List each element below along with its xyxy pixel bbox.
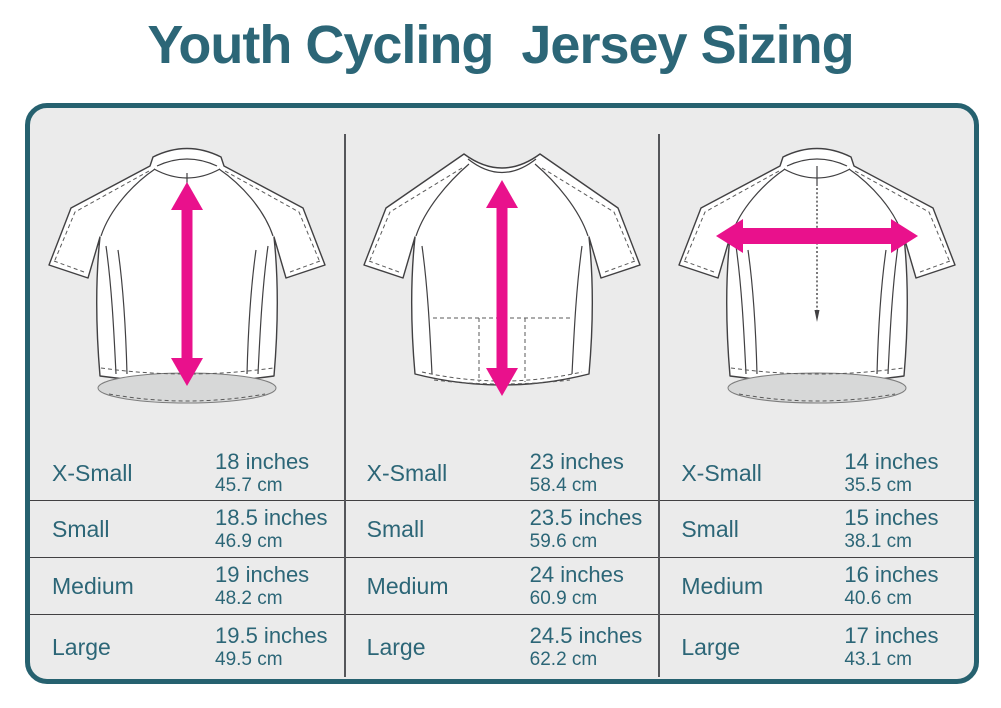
size-value: 17 inches 43.1 cm xyxy=(844,623,938,670)
inches-value: 23.5 inches xyxy=(529,505,643,531)
jersey-back-diagram xyxy=(345,108,660,446)
cm-value: 38.1 cm xyxy=(844,530,912,552)
inches-value: 24.5 inches xyxy=(529,623,643,649)
cm-value: 35.5 cm xyxy=(844,474,912,496)
size-value: 18 inches 45.7 cm xyxy=(215,449,309,496)
size-label: X-Small xyxy=(52,459,133,486)
size-value: 16 inches 40.6 cm xyxy=(844,562,938,609)
inches-value: 19.5 inches xyxy=(215,623,328,649)
table-row: X-Small 18 inches 45.7 cm xyxy=(30,446,345,500)
size-value: 15 inches 38.1 cm xyxy=(844,505,938,552)
size-table-chest-width: X-Small 14 inches 35.5 cm Small 15 inche… xyxy=(659,446,975,679)
page-title: Youth Cycling Jersey Sizing xyxy=(147,15,854,75)
jersey-front-zip-illustration xyxy=(677,147,956,404)
back-length-arrow-icon xyxy=(486,180,518,396)
table-row: X-Small 14 inches 35.5 cm xyxy=(659,446,974,500)
size-label: Medium xyxy=(52,572,134,599)
cm-value: 45.7 cm xyxy=(215,474,283,496)
jersey-hem-inside xyxy=(727,372,907,404)
table-row: Medium 24 inches 60.9 cm xyxy=(344,557,660,614)
table-row: Large 17 inches 43.1 cm xyxy=(659,614,975,679)
cm-value: 48.2 cm xyxy=(215,587,283,609)
inches-value: 14 inches xyxy=(844,449,939,475)
table-row: Large 19.5 inches 49.5 cm xyxy=(30,614,345,679)
size-value: 19 inches 48.2 cm xyxy=(215,562,309,609)
inches-value: 23 inches xyxy=(529,449,624,475)
size-value: 23 inches 58.4 cm xyxy=(530,449,624,496)
table-row: Small 15 inches 38.1 cm xyxy=(659,500,975,557)
jersey-front-illustration xyxy=(48,147,327,404)
cm-value: 62.2 cm xyxy=(529,648,598,670)
front-length-arrow-icon xyxy=(171,182,204,386)
size-table-back-length: X-Small 23 inches 58.4 cm Small 23.5 inc… xyxy=(344,446,660,679)
inches-value: 16 inches xyxy=(844,562,939,588)
back-pockets xyxy=(433,317,571,385)
inches-value: 18 inches xyxy=(215,449,310,475)
cm-value: 46.9 cm xyxy=(215,530,283,552)
inches-value: 24 inches xyxy=(529,562,624,588)
size-label: Large xyxy=(52,633,111,660)
size-label: Small xyxy=(681,515,739,542)
size-label: Large xyxy=(681,633,741,660)
cm-value: 43.1 cm xyxy=(844,648,912,670)
size-value: 24 inches 60.9 cm xyxy=(530,562,624,609)
table-row: Small 23.5 inches 59.6 cm xyxy=(344,500,660,557)
table-row: Medium 16 inches 40.6 cm xyxy=(659,557,975,614)
jersey-front-zip-diagram xyxy=(659,108,974,446)
table-row: Medium 19 inches 48.2 cm xyxy=(30,557,345,614)
size-label: Small xyxy=(366,515,425,542)
chest-width-arrow-icon xyxy=(715,219,918,253)
cm-value: 49.5 cm xyxy=(215,648,283,670)
column-back-length: X-Small 23 inches 58.4 cm Small 23.5 inc… xyxy=(343,108,660,679)
zipper-icon xyxy=(814,188,820,322)
table-row: X-Small 23 inches 58.4 cm xyxy=(345,446,660,500)
size-label: X-Small xyxy=(366,459,448,486)
column-front-length: X-Small 18 inches 45.7 cm Small 18.5 inc… xyxy=(30,108,345,679)
size-label: Small xyxy=(52,515,110,542)
size-value: 18.5 inches 46.9 cm xyxy=(215,505,328,552)
column-chest-width: X-Small 14 inches 35.5 cm Small 15 inche… xyxy=(658,108,975,679)
jersey-back-illustration xyxy=(363,153,641,396)
sizing-panel: X-Small 18 inches 45.7 cm Small 18.5 inc… xyxy=(25,103,979,684)
cm-value: 59.6 cm xyxy=(529,530,598,552)
size-value: 19.5 inches 49.5 cm xyxy=(215,623,328,670)
inches-value: 17 inches xyxy=(844,623,939,649)
jersey-front-diagram xyxy=(30,108,345,446)
inches-value: 18.5 inches xyxy=(215,505,328,531)
size-label: Medium xyxy=(366,572,449,599)
table-row: Small 18.5 inches 46.9 cm xyxy=(30,500,345,557)
cm-value: 58.4 cm xyxy=(529,474,598,496)
inches-value: 15 inches xyxy=(844,505,939,531)
size-value: 24.5 inches 62.2 cm xyxy=(530,623,643,670)
size-label: Medium xyxy=(681,572,764,599)
inches-value: 19 inches xyxy=(215,562,310,588)
cm-value: 60.9 cm xyxy=(529,587,598,609)
size-label: X-Small xyxy=(681,459,762,486)
size-value: 14 inches 35.5 cm xyxy=(844,449,938,496)
size-table-front-length: X-Small 18 inches 45.7 cm Small 18.5 inc… xyxy=(30,446,345,679)
table-row: Large 24.5 inches 62.2 cm xyxy=(344,614,660,679)
size-value: 23.5 inches 59.6 cm xyxy=(530,505,643,552)
size-label: Large xyxy=(366,633,426,660)
cm-value: 40.6 cm xyxy=(844,587,912,609)
